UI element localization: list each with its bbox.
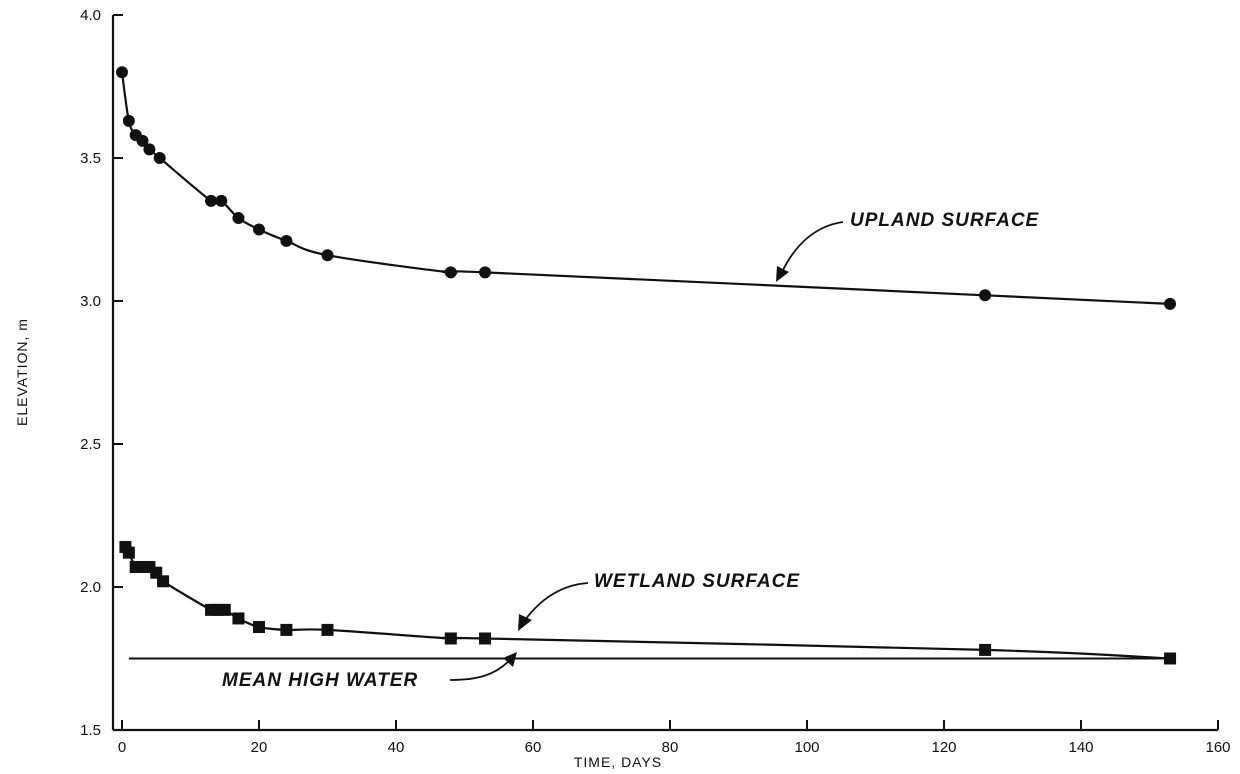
upland-surface-point — [1164, 297, 1177, 310]
upland-surface-point — [321, 249, 334, 262]
mhw-arrowhead — [503, 652, 517, 667]
upland-surface-point — [122, 114, 135, 127]
upland-surface-point — [979, 289, 992, 302]
x-tick-label: 120 — [931, 739, 956, 756]
x-tick-label: 140 — [1068, 739, 1093, 756]
y-ticks: 1.5 2.0 2.5 3.0 3.5 4.0 — [80, 7, 123, 739]
mhw-label: MEAN HIGH WATER — [222, 670, 418, 691]
wetland-surface-line — [124, 546, 1171, 660]
wetland-surface-point — [479, 632, 492, 645]
x-tick-label: 40 — [388, 739, 405, 756]
series-wetland-surface — [119, 540, 1177, 665]
wetland-surface-point — [232, 612, 245, 625]
upland-surface-point — [153, 152, 166, 164]
upland-surface-point — [444, 266, 457, 279]
x-axis-title: TIME, DAYS — [574, 754, 662, 770]
x-tick-label: 80 — [662, 739, 679, 756]
upland-surface-point — [280, 234, 293, 247]
series-layer — [116, 66, 1177, 665]
upland-arrowhead — [776, 266, 789, 282]
x-tick-label: 20 — [251, 739, 268, 756]
wetland-surface-point — [122, 546, 135, 559]
wetland-surface-point — [280, 623, 293, 636]
wetland-surface-point — [444, 632, 457, 645]
x-tick-label: 100 — [794, 739, 819, 756]
y-tick-label: 4.0 — [80, 7, 101, 24]
wetland-surface-point — [979, 643, 992, 656]
upland-surface-point — [215, 194, 228, 207]
wetland-surface-point — [218, 603, 231, 616]
series-upland-surface — [116, 66, 1177, 310]
annotations: UPLAND SURFACE WETLAND SURFACE MEAN HIGH… — [222, 210, 1040, 691]
y-axis-title: ELEVATION, m — [14, 318, 30, 426]
upland-surface-point — [205, 194, 218, 207]
x-ticks: 0 20 40 60 80 100 120 140 160 — [118, 720, 1231, 756]
wetland-leader — [524, 582, 589, 621]
wetland-arrowhead — [518, 614, 532, 631]
mhw-leader — [449, 659, 511, 681]
x-tick-label: 160 — [1205, 739, 1230, 756]
wetland-surface-point — [157, 575, 170, 588]
upland-surface-line — [120, 72, 1171, 305]
upland-surface-point — [136, 134, 149, 147]
upland-leader — [781, 221, 844, 273]
x-tick-label: 60 — [525, 739, 542, 756]
wetland-surface-point — [253, 621, 265, 634]
y-tick-label: 2.5 — [80, 436, 101, 453]
upland-surface-point — [143, 143, 156, 156]
upland-label: UPLAND SURFACE — [850, 210, 1040, 231]
upland-surface-point — [116, 66, 128, 79]
y-tick-label: 3.5 — [80, 150, 101, 167]
y-tick-label: 1.5 — [80, 722, 101, 739]
upland-surface-point — [479, 266, 492, 279]
y-tick-label: 3.0 — [80, 293, 101, 310]
wetland-label: WETLAND SURFACE — [594, 571, 800, 592]
wetland-surface-point — [321, 623, 334, 636]
upland-surface-point — [232, 212, 245, 225]
x-tick-label: 0 — [118, 739, 126, 756]
axes — [111, 15, 1218, 732]
upland-surface-point — [253, 223, 265, 236]
y-tick-label: 2.0 — [80, 579, 101, 596]
